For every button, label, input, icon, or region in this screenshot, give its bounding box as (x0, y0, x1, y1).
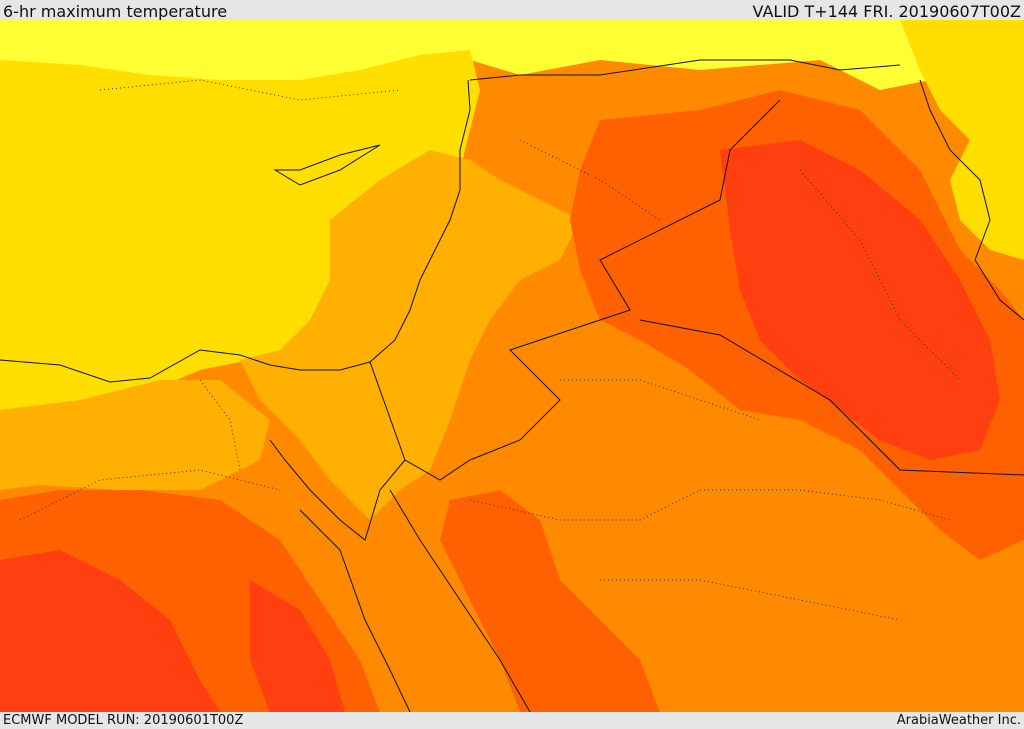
model-run-label: ECMWF MODEL RUN: 20190601T00Z (3, 713, 244, 728)
credit-label: ArabiaWeather Inc. (896, 713, 1021, 728)
temp-band-darkorange-arabia (440, 490, 660, 712)
valid-time-label: VALID T+144 FRI. 20190607T00Z (752, 2, 1021, 21)
admin-borders (19, 79, 961, 621)
temp-band-red (720, 140, 1000, 460)
coastlines (0, 59, 1024, 712)
footer-bar: ECMWF MODEL RUN: 20190601T00Z ArabiaWeat… (0, 712, 1024, 729)
temperature-map (0, 20, 1024, 712)
temp-band-lightorange-w (0, 380, 270, 490)
temp-band-red-sw (0, 550, 220, 712)
temp-band-yellow-ne (900, 20, 1024, 260)
map-title: 6-hr maximum temperature (3, 2, 228, 21)
temp-band-lightorange (240, 150, 580, 520)
temp-band-red-sw2 (250, 580, 345, 712)
header-bar: 6-hr maximum temperature VALID T+144 FRI… (0, 0, 1024, 20)
